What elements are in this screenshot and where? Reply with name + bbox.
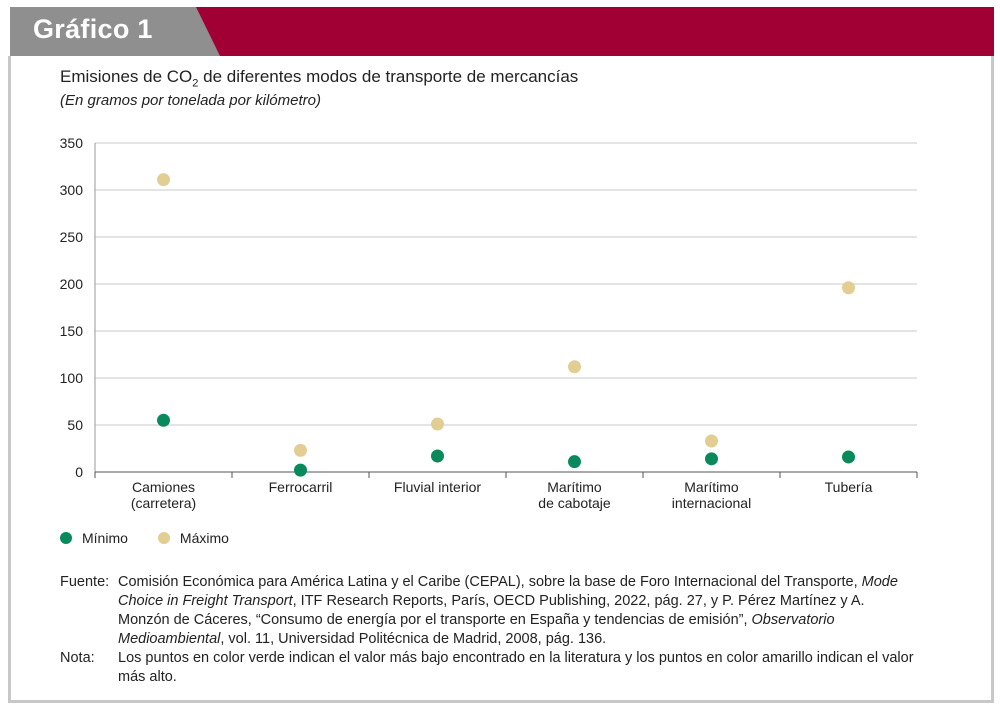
chart-title-prefix: Emisiones de CO [60,67,193,86]
point-minimo [568,455,581,469]
note-row: Nota: Los puntos en color verde indican … [60,649,920,687]
source-key: Fuente: [60,574,110,590]
x-category-label: Ferrocarril [269,479,333,495]
source-fragment: Observatorio Medioambiental [118,612,835,647]
x-category-label: Marítimo [547,479,602,495]
source-fragment: , vol. 11, Universidad Politécnica de Ma… [220,631,607,647]
legend: Mínimo Máximo [60,530,229,546]
note-text: Los puntos en color verde indican el val… [118,650,914,685]
source-fragment: Comisión Económica para América Latina y… [118,574,862,590]
y-tick-label: 200 [60,276,84,292]
point-maximo [568,360,581,374]
point-maximo [705,434,718,448]
notes: Fuente: Comisión Económica para América … [60,573,920,687]
y-tick-label: 50 [67,417,83,433]
legend-label-minimo: Mínimo [82,530,128,546]
point-maximo [157,173,170,187]
x-category-label: Marítimo [684,479,739,495]
point-minimo [842,450,855,464]
chart-frame [8,56,994,703]
source-label: Fuente [60,574,106,590]
point-minimo [294,463,307,477]
x-category-label: de cabotaje [538,495,611,511]
y-tick-label: 250 [60,229,84,245]
source-text: Comisión Económica para América Latina y… [118,573,920,649]
note-key: Nota: [60,650,95,666]
point-maximo [431,417,444,431]
point-maximo [842,281,855,295]
note-label: Nota [60,650,91,666]
point-minimo [431,449,444,463]
x-category-label: Camiones [132,479,195,495]
legend-dot-maximo [157,532,170,544]
y-tick-label: 300 [60,182,84,198]
point-minimo [157,413,170,427]
chart-title-subscript: 2 [192,77,199,90]
chart-number-label: Gráfico 1 [33,14,153,44]
legend-item-minimo: Mínimo [60,530,128,546]
x-category-label: Tubería [825,479,873,495]
point-minimo [705,452,718,466]
x-category-label: (carretera) [131,495,196,511]
source-row: Fuente: Comisión Económica para América … [60,573,920,649]
y-tick-label: 350 [60,135,84,151]
point-maximo [294,443,307,457]
y-tick-label: 150 [60,323,84,339]
y-tick-label: 0 [75,464,83,480]
x-category-label: Fluvial interior [394,479,481,495]
chart-title: Emisiones de CO2 de diferentes modos de … [60,67,578,89]
legend-item-maximo: Máximo [157,530,229,546]
chart-title-suffix: de diferentes modos de transporte de mer… [198,67,579,86]
source-fragment: , ITF Research Reports, París, OECD Publ… [118,593,865,628]
chart-subtitle: (En gramos por tonelada por kilómetro) [60,92,321,109]
header-tab [10,7,220,56]
y-tick-label: 100 [60,370,84,386]
legend-dot-minimo [60,532,72,544]
x-category-label: internacional [672,495,751,511]
source-fragment: Mode Choice in Freight Transport [118,574,898,609]
legend-label-maximo: Máximo [179,530,229,546]
